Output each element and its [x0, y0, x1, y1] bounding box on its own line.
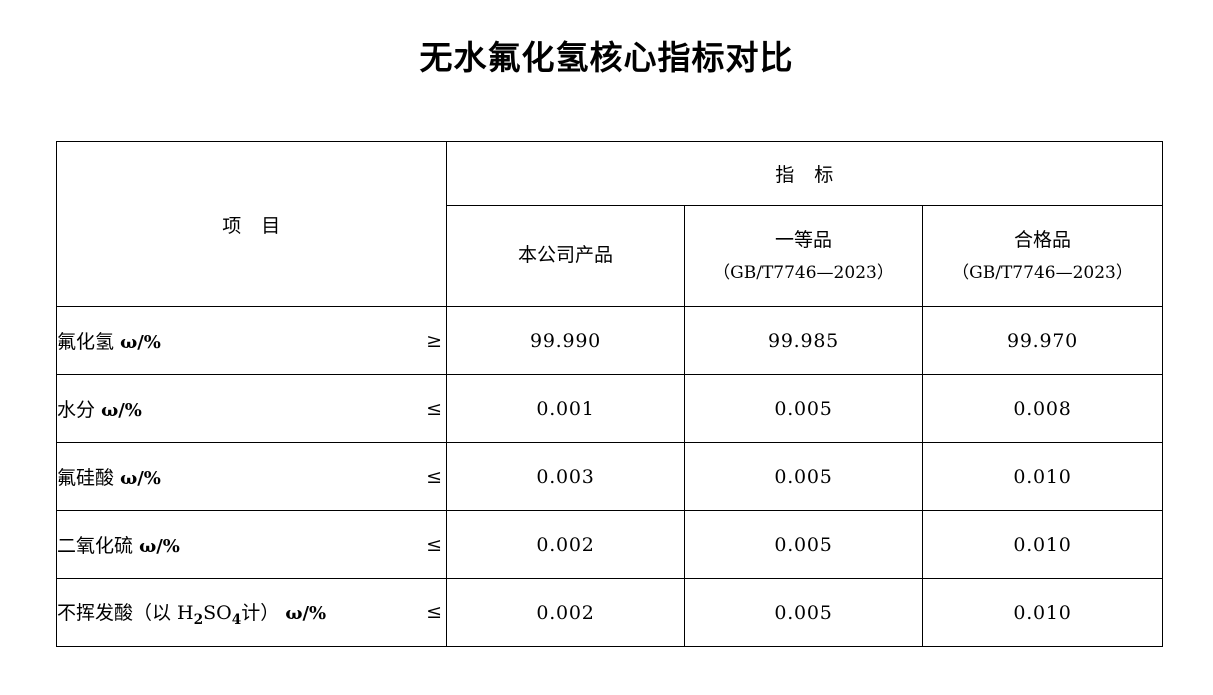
row-value-pass: 0.010	[921, 510, 1164, 579]
row-item-cell: 不挥发酸（以 H2SO4计） ω/% ≤	[56, 578, 447, 647]
row-item-cell: 二氧化硫 ω/% ≤	[56, 510, 447, 579]
spec-comparison-table: 项 目指 标本公司产品 一等品 （GB/T7746—2023） 合格品 （GB/T774…	[56, 141, 1164, 647]
table-row: 水分 ω/% ≤0.001 0.005 0.008	[56, 374, 1164, 443]
row-value-ours: 0.002	[446, 510, 685, 579]
row-value-pass: 0.010	[921, 442, 1164, 511]
row-value-first: 99.985	[684, 306, 923, 375]
row-operator: ≤	[426, 397, 442, 420]
row-item-unit: ω/%	[101, 400, 142, 421]
header-column-pass: 合格品 （GB/T7746—2023）	[921, 205, 1164, 307]
row-item-cell: 氟硅酸 ω/% ≤	[56, 442, 447, 511]
header-indicator: 指 标	[445, 141, 1164, 206]
table-row: 不挥发酸（以 H2SO4计） ω/% ≤0.002 0.005 0.010	[56, 578, 1164, 647]
row-item-unit: ω/%	[285, 602, 327, 624]
row-item-label: 水分 ω/%	[57, 399, 142, 421]
row-item-label: 氟硅酸 ω/%	[57, 467, 161, 489]
row-value-ours: 0.003	[446, 442, 685, 511]
row-item-cell: 水分 ω/% ≤	[56, 374, 447, 443]
header-column-first: 一等品 （GB/T7746—2023）	[684, 205, 923, 307]
row-value-ours: 99.990	[446, 306, 685, 375]
row-value-first: 0.005	[684, 374, 923, 443]
row-item-cell: 氟化氢 ω/% ≥	[56, 306, 447, 375]
row-value-first: 0.005	[684, 510, 923, 579]
header-column-ours: 本公司产品	[446, 205, 685, 307]
row-value-ours: 0.001	[446, 374, 685, 443]
row-item-unit: ω/%	[120, 332, 161, 353]
table-header-row-top: 项 目指 标	[56, 141, 1164, 307]
row-item-unit: ω/%	[139, 536, 180, 557]
row-value-ours: 0.002	[446, 578, 685, 647]
table-header-row-sub: 本公司产品 一等品 （GB/T7746—2023） 合格品 （GB/T7746—2023…	[57, 205, 1164, 307]
header-column-standard: （GB/T7746—2023）	[952, 262, 1133, 283]
row-value-pass: 99.970	[921, 306, 1164, 375]
row-item-unit: ω/%	[120, 468, 161, 489]
row-item-label: 氟化氢 ω/%	[57, 331, 161, 353]
row-item-label: 不挥发酸（以 H2SO4计） ω/%	[57, 601, 327, 628]
row-operator: ≥	[426, 329, 442, 352]
row-operator: ≤	[426, 601, 442, 624]
page-title: 无水氟化氢核心指标对比	[419, 38, 794, 77]
spec-table-container: 项 目指 标本公司产品 一等品 （GB/T7746—2023） 合格品 （GB/T774…	[56, 141, 1164, 647]
header-column-title: 一等品	[774, 228, 832, 251]
header-column-standard: （GB/T7746—2023）	[713, 262, 894, 283]
row-operator: ≤	[426, 465, 442, 488]
row-value-pass: 0.010	[921, 578, 1164, 647]
row-value-first: 0.005	[684, 578, 923, 647]
header-item: 项 目	[56, 141, 447, 307]
table-row: 氟化氢 ω/% ≥99.990 99.985 99.970	[56, 306, 1164, 375]
row-value-first: 0.005	[684, 442, 923, 511]
table-row: 二氧化硫 ω/% ≤0.002 0.005 0.010	[56, 510, 1164, 579]
header-column-title: 合格品	[1014, 228, 1072, 251]
row-operator: ≤	[426, 533, 442, 556]
row-item-label: 二氧化硫 ω/%	[57, 535, 180, 557]
row-value-pass: 0.008	[921, 374, 1164, 443]
header-column-title: 本公司产品	[517, 244, 613, 267]
table-row: 氟硅酸 ω/% ≤0.003 0.005 0.010	[56, 442, 1164, 511]
